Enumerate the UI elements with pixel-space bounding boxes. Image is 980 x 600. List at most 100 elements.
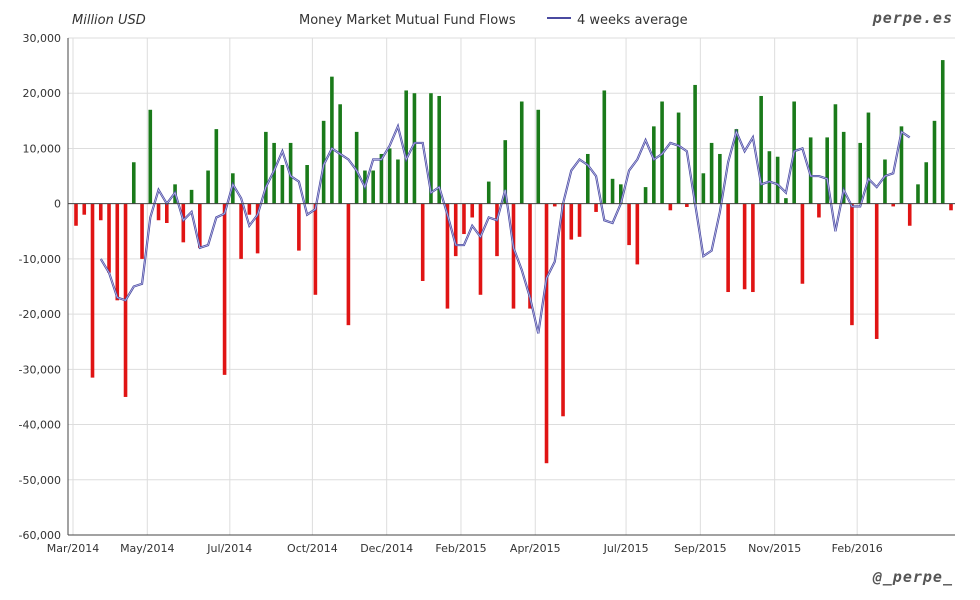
y-tick-label: -50,000 [19,474,61,487]
y-tick-label: 30,000 [23,32,62,45]
flow-bar [321,120,326,204]
flow-bar [98,203,103,221]
grid-lines [68,37,955,536]
x-tick-label: Jul/2015 [603,542,649,555]
flow-bar [346,203,351,326]
flow-bar [800,203,805,284]
x-tick-label: Jul/2014 [206,542,252,555]
x-tick-label: Sep/2015 [674,542,726,555]
axes [67,38,955,536]
unit-label: Million USD [72,13,146,28]
flow-bar [610,178,615,204]
x-tick-label: Oct/2014 [287,542,338,555]
flow-bar [635,203,640,265]
x-tick-label: Feb/2016 [832,542,883,555]
flow-bar [305,165,309,204]
watermark-top: perpe.es [872,9,953,27]
flow-bar [643,187,648,204]
flow-bar [519,101,524,204]
flow-bar [486,181,491,204]
flow-bar [272,142,276,204]
flow-bar [131,162,136,204]
flow-bar [561,203,565,417]
y-tick-label: -40,000 [19,419,61,432]
flow-bar [850,203,854,326]
flow-bar [412,93,417,204]
average-line-group [99,122,911,334]
flow-bar [437,95,442,204]
flow-bar [420,203,425,281]
flow-bar [627,203,631,246]
flow-bar [255,203,260,254]
flow-bar [214,129,219,204]
flow-bar [874,203,879,339]
flow-bar [775,156,780,204]
y-tick-label: 0 [54,198,61,211]
flow-bar [396,159,400,204]
flow-bar [222,203,227,375]
legend-label: 4 weeks average [577,13,688,28]
flow-bar [313,203,318,295]
average-line-highlight [100,125,910,334]
flow-bar [511,203,516,309]
flow-bar [577,203,582,237]
y-tick-label: -20,000 [19,308,61,321]
flow-bar [239,203,243,259]
y-axis-ticks: 30,000 20,000 10,000 0 -10,000 -20,000 -30,000… [19,32,61,542]
flow-bar [354,131,359,204]
flow-bar [379,153,384,204]
x-tick-label: Dec/2014 [360,542,413,555]
flow-bar [652,126,656,204]
flow-bar [206,170,210,204]
flow-bar [181,203,186,243]
flow-bar [767,151,772,204]
flow-bar [949,203,953,211]
flow-bar [759,95,763,204]
flow-bar [891,203,896,207]
flow-bar [528,203,532,309]
flow-bar [709,142,714,204]
flow-bar [247,203,252,215]
flow-bar [693,84,697,204]
flow-bar [495,203,499,257]
flow-bar [156,203,161,221]
flow-bar [536,109,541,204]
flow-bar [478,203,483,295]
flow-bar [264,131,268,204]
flow-bar [115,203,120,301]
flow-bar [569,203,574,240]
flow-bar [165,203,169,223]
flow-bar [940,60,945,204]
flow-bar [371,170,375,204]
y-tick-label: -10,000 [19,253,61,266]
x-tick-label: May/2014 [120,542,174,555]
flow-bar [932,120,937,204]
flow-bar [734,129,739,204]
flow-bar [676,112,681,204]
flow-bar [280,165,285,204]
flow-bar [330,76,334,204]
flow-bar [619,184,623,204]
flow-bar [445,203,450,309]
flow-bar [602,90,607,204]
flow-bar [907,203,912,226]
flow-bar [552,203,557,207]
flow-bar [594,203,598,212]
flow-bar [462,203,466,235]
flow-bar [453,203,458,257]
flow-bar [148,109,153,204]
flow-bar [718,153,722,204]
x-tick-label: Apr/2015 [510,542,561,555]
flow-bar [833,104,838,204]
flow-bar [841,131,846,204]
flow-bar [858,142,862,204]
flow-bar [387,148,392,204]
flow-bar [231,173,235,204]
flow-bar [668,203,673,211]
flow-bar [899,126,904,204]
flow-bar [751,203,755,293]
flow-bars [74,60,953,464]
flow-bar [429,93,433,204]
flow-bar [825,137,829,204]
